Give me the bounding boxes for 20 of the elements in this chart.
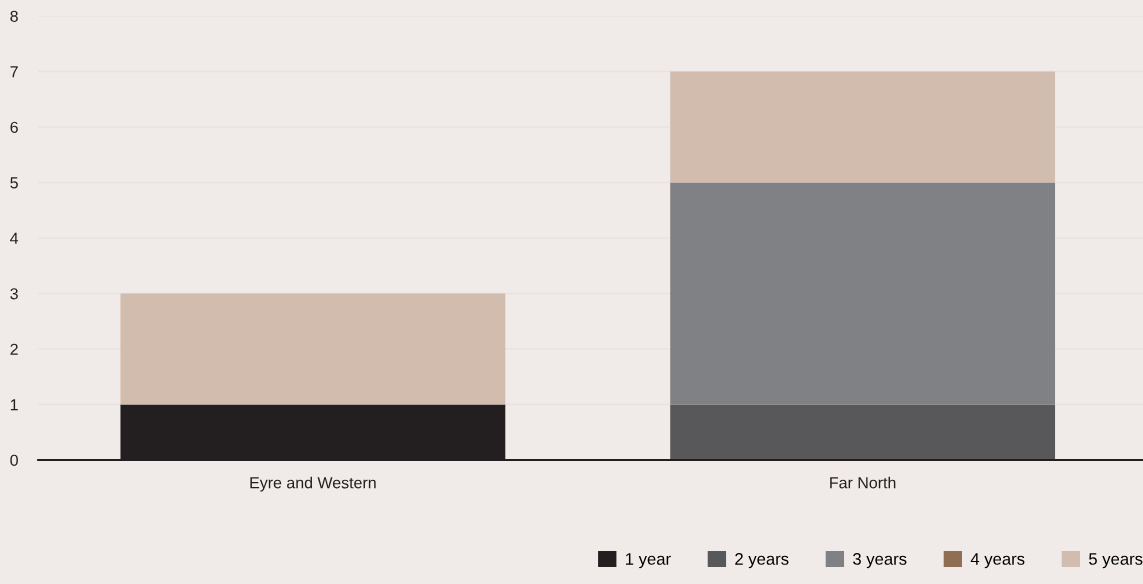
x-tick-label: Far North (830, 476, 896, 489)
x-tick-label: Eyre and Western (250, 476, 376, 492)
y-tick-label: 5 (10, 177, 18, 189)
y-tick-label: 8 (10, 10, 18, 22)
y-tick-label: 3 (10, 288, 18, 300)
y-tick-label: 2 (10, 343, 18, 355)
bar (120, 293, 506, 405)
y-tick-label: 7 (10, 66, 18, 78)
bar (670, 71, 1056, 183)
y-tick-label: 6 (10, 121, 18, 133)
y-tick-label: 1 (10, 399, 18, 411)
bar (670, 404, 1056, 460)
bar (670, 182, 1056, 405)
y-tick-label: 4 (10, 232, 19, 244)
legend-label: 4 years (970, 553, 1025, 569)
y-tick-label: 0 (10, 454, 18, 466)
legend-label: 1 year (626, 553, 671, 569)
legend-label: 2 years (735, 553, 789, 569)
legend-label: 3 years (853, 553, 907, 569)
legend-label: 5 years (1089, 553, 1143, 569)
